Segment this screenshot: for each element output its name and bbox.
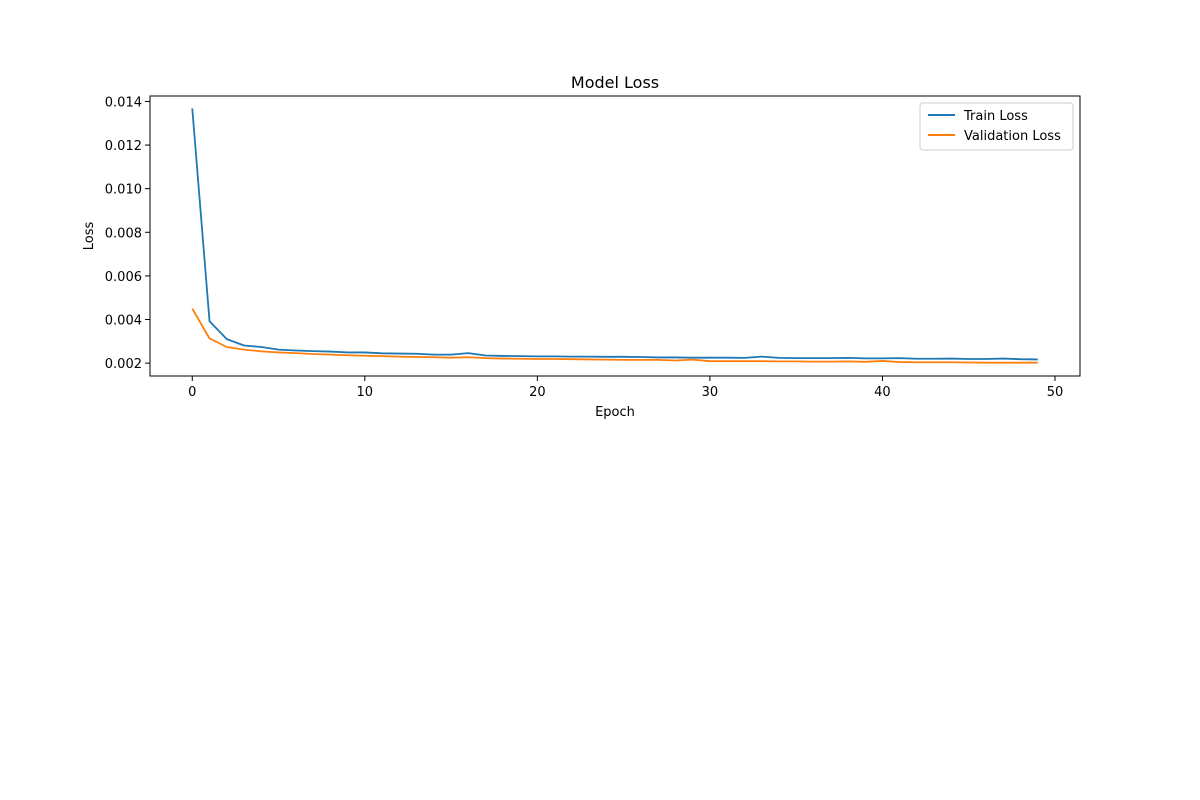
y-tick-label: 0.004 (105, 314, 142, 329)
x-tick-label: 20 (529, 385, 546, 400)
y-axis-ticks: 0.002 0.004 0.006 0.008 0.010 0.012 0.014 (105, 95, 150, 372)
y-tick-label: 0.012 (105, 139, 142, 154)
series-layer (191, 108, 1038, 364)
y-tick-label: 0.010 (105, 183, 142, 198)
legend-box (919, 102, 1074, 151)
series-line-validation-loss (191, 308, 1038, 364)
x-tick-label: 30 (702, 385, 719, 400)
legend-label-train-loss: Train Loss (963, 109, 1028, 124)
y-tick-label: 0.002 (105, 357, 142, 372)
chart-title: Model Loss (571, 73, 659, 92)
series-line-train-loss (191, 108, 1038, 361)
legend-label-validation-loss: Validation Loss (964, 129, 1061, 144)
y-tick-label: 0.008 (105, 226, 142, 241)
x-axis-ticks: 0 10 20 30 40 50 (188, 376, 1063, 400)
legend: Train Loss Validation Loss (919, 102, 1074, 151)
y-tick-label: 0.014 (105, 95, 142, 110)
y-tick-label: 0.006 (105, 270, 142, 285)
x-tick-label: 10 (357, 385, 374, 400)
x-axis-label: Epoch (595, 405, 635, 420)
x-tick-label: 0 (188, 385, 196, 400)
y-axis-label: Loss (82, 222, 97, 251)
plot-frame (149, 95, 1081, 377)
x-tick-label: 50 (1047, 385, 1064, 400)
x-tick-label: 40 (874, 385, 891, 400)
